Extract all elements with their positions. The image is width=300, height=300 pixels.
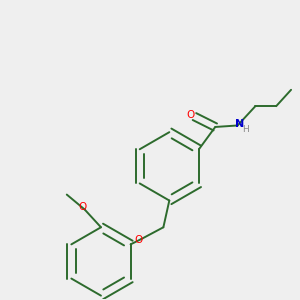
- Text: O: O: [187, 110, 195, 120]
- Text: O: O: [78, 202, 86, 212]
- Text: N: N: [235, 119, 244, 129]
- Text: H: H: [242, 125, 249, 134]
- Text: O: O: [134, 235, 142, 245]
